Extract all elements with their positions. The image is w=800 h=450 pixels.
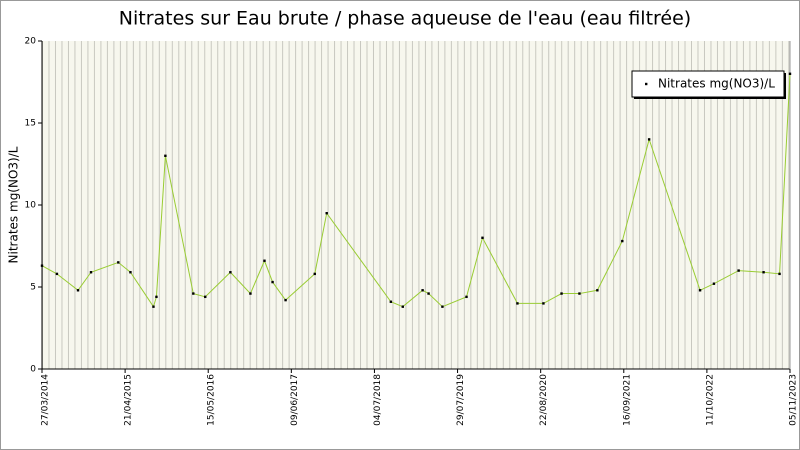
x-tick-label: 29/07/2019 xyxy=(456,374,466,426)
data-point xyxy=(712,282,716,285)
x-tick-label: 16/09/2021 xyxy=(622,374,632,426)
data-point xyxy=(441,305,444,308)
x-tick-label: 22/08/2020 xyxy=(539,374,549,426)
data-point xyxy=(204,295,207,299)
data-point xyxy=(778,272,781,276)
y-tick-label: 15 xyxy=(25,119,36,129)
y-tick-label: 20 xyxy=(25,37,37,47)
x-tick-label: 21/04/2015 xyxy=(124,374,134,426)
data-point xyxy=(389,300,393,303)
data-point xyxy=(465,295,468,299)
data-point xyxy=(325,212,328,215)
data-point xyxy=(192,292,195,295)
data-point xyxy=(313,272,316,276)
legend-marker xyxy=(645,82,648,86)
data-point xyxy=(421,289,424,292)
data-point xyxy=(788,72,792,75)
x-tick-label: 09/06/2017 xyxy=(290,374,300,426)
data-point xyxy=(89,271,93,274)
data-point xyxy=(40,264,44,267)
data-point xyxy=(55,272,59,276)
data-point xyxy=(155,295,158,299)
data-point xyxy=(621,239,624,243)
x-tick-label: 11/10/2022 xyxy=(705,374,715,426)
data-point xyxy=(129,271,132,274)
y-tick-label: 5 xyxy=(30,283,36,293)
data-point xyxy=(516,302,519,305)
data-point xyxy=(762,271,765,274)
data-point xyxy=(578,292,581,295)
data-point xyxy=(647,138,651,141)
data-point xyxy=(698,289,702,292)
data-point xyxy=(427,292,430,295)
y-axis-label: Nitrates mg(NO3)/L xyxy=(7,146,21,263)
data-point xyxy=(271,280,274,284)
data-point xyxy=(401,305,404,308)
data-point xyxy=(542,302,545,305)
x-tick-label: 27/03/2014 xyxy=(41,374,51,426)
data-point xyxy=(596,289,599,292)
data-point xyxy=(284,298,287,302)
legend-label: Nitrates mg(NO3)/L xyxy=(658,77,775,91)
x-tick-label: 15/05/2016 xyxy=(207,374,217,426)
data-point xyxy=(117,261,120,264)
data-point xyxy=(263,259,266,262)
y-tick-label: 10 xyxy=(25,201,37,211)
data-point xyxy=(481,236,484,239)
y-tick-label: 0 xyxy=(30,365,36,375)
data-point xyxy=(737,269,740,272)
data-point xyxy=(560,292,563,295)
chart-title: Nitrates sur Eau brute / phase aqueuse d… xyxy=(119,8,691,30)
data-point xyxy=(249,292,252,295)
data-point xyxy=(76,289,80,292)
x-tick-label: 05/11/2023 xyxy=(789,374,799,426)
data-point xyxy=(152,305,155,308)
data-point xyxy=(164,154,167,157)
x-tick-label: 04/07/2018 xyxy=(373,374,383,426)
legend-box xyxy=(631,70,785,98)
data-line xyxy=(41,73,791,308)
data-point xyxy=(229,271,232,274)
